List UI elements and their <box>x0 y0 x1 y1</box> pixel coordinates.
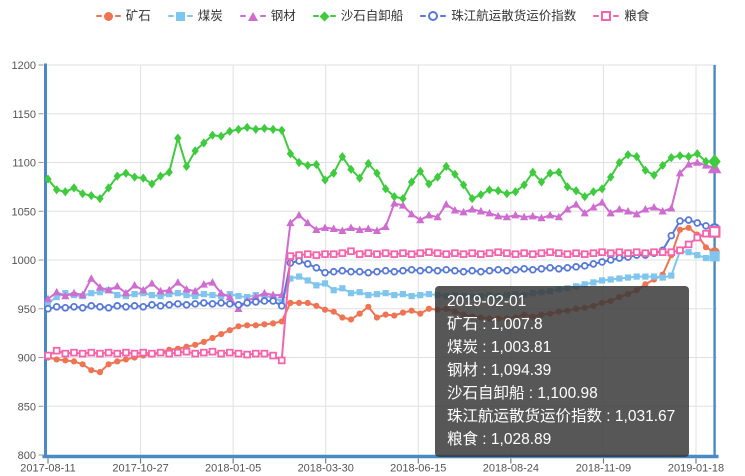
coal-series-marker-icon <box>167 11 193 21</box>
legend-item-grain[interactable]: 粮食 <box>593 9 649 23</box>
x-tick-label: 2018-01-05 <box>205 463 261 475</box>
x-tick-label: 2019-01-18 <box>668 463 724 475</box>
legend-item-pearl-river-index[interactable]: 珠江航运散货运价指数 <box>420 9 576 23</box>
legend-item-steel[interactable]: 钢材 <box>239 9 296 23</box>
x-tick-label: 2018-08-24 <box>483 463 539 475</box>
y-tick-label: 800 <box>18 450 36 462</box>
y-tick-label: 1200 <box>12 60 36 72</box>
legend-label-ore: 矿石 <box>125 9 151 23</box>
legend-item-ore[interactable]: 矿石 <box>95 9 151 23</box>
sand-ship-series-marker-icon <box>312 11 336 21</box>
y-tick-label: 1100 <box>12 158 36 170</box>
x-tick-label: 2018-03-30 <box>298 463 354 475</box>
legend-item-sand-ship[interactable]: 沙石自卸船 <box>312 9 404 23</box>
series-sand-ship[interactable] <box>44 122 721 204</box>
legend-item-coal[interactable]: 煤炭 <box>167 9 223 23</box>
steel-series-marker-icon <box>239 11 266 21</box>
x-tick-label: 2017-10-27 <box>112 463 168 475</box>
series-pearl-river-index[interactable] <box>44 216 721 313</box>
y-tick-label: 850 <box>18 401 36 413</box>
y-axis-labels: 800 850 900 950 1000 1050 1100 1150 1200 <box>12 60 44 462</box>
y-tick-label: 900 <box>18 353 36 365</box>
grain-series-marker-icon <box>593 11 620 21</box>
y-tick-label: 1050 <box>12 206 36 218</box>
series-steel[interactable] <box>43 158 722 312</box>
y-tick-label: 1000 <box>12 255 36 267</box>
gridlines <box>44 64 717 455</box>
pearl-river-index-series-marker-icon <box>420 11 447 21</box>
legend-label-steel: 钢材 <box>270 9 296 23</box>
x-tick-label: 2018-06-15 <box>390 463 446 475</box>
legend-label-pearl-river-index: 珠江航运散货运价指数 <box>451 9 577 23</box>
legend: 矿石 煤炭 钢材 沙石自卸船 珠江航运散货运价指数 粮食 <box>0 9 745 23</box>
y-tick-label: 950 <box>18 304 36 316</box>
legend-label-sand-ship: 沙石自卸船 <box>340 9 404 23</box>
x-axis-labels: 2017-08-11 2017-10-27 2018-01-05 2018-03-30… <box>20 458 724 475</box>
x-tick-label: 2017-08-11 <box>20 463 75 475</box>
ore-series-marker-icon <box>95 11 121 21</box>
x-tick-label: 2018-11-09 <box>576 463 631 475</box>
series-grain[interactable] <box>44 225 721 365</box>
legend-label-coal: 煤炭 <box>197 9 223 23</box>
legend-label-grain: 粮食 <box>624 9 650 23</box>
y-tick-label: 1150 <box>12 109 36 121</box>
